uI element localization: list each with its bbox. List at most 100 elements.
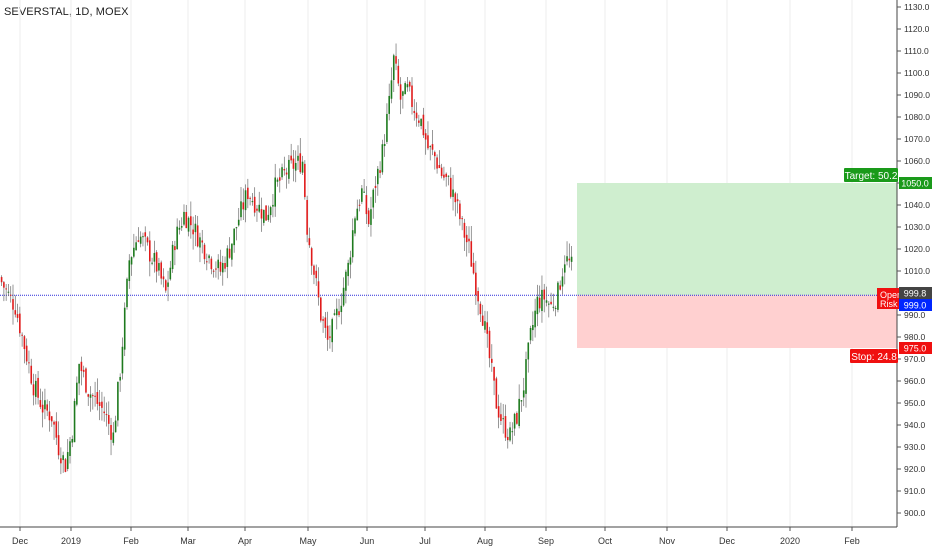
candle[interactable] [78,363,80,396]
candle[interactable] [479,301,482,323]
candle[interactable] [176,218,178,250]
candle[interactable] [429,145,432,161]
candle[interactable] [388,83,390,121]
candle[interactable] [461,216,463,231]
candle[interactable] [324,312,327,339]
candle[interactable] [103,396,105,422]
candle[interactable] [294,150,297,183]
candle[interactable] [258,191,261,214]
candle[interactable] [379,161,381,179]
candle[interactable] [57,421,60,460]
candle[interactable] [50,416,53,427]
candle[interactable] [561,268,564,295]
candle[interactable] [69,436,71,464]
candle[interactable] [167,270,169,302]
candle[interactable] [500,402,502,425]
candle[interactable] [194,214,197,247]
candle[interactable] [436,154,438,174]
candle[interactable] [532,311,534,342]
candle[interactable] [237,207,240,227]
candle[interactable] [7,284,10,297]
candle[interactable] [486,311,489,348]
candle[interactable] [171,241,174,273]
candle[interactable] [538,285,541,313]
candle[interactable] [509,421,511,442]
candle[interactable] [290,143,292,164]
candle[interactable] [117,381,119,427]
candle[interactable] [107,401,110,435]
candle[interactable] [420,118,422,130]
candle[interactable] [541,275,543,323]
candle[interactable] [495,376,498,409]
candle[interactable] [493,366,495,396]
candle[interactable] [413,99,416,121]
candle[interactable] [39,388,42,410]
candle[interactable] [427,121,429,151]
candle[interactable] [121,337,124,380]
candle[interactable] [215,261,217,278]
target-zone[interactable] [577,183,897,296]
candle[interactable] [203,242,206,265]
candle[interactable] [89,386,92,412]
candle[interactable] [465,226,468,257]
candle[interactable] [559,280,561,291]
candle[interactable] [527,342,530,373]
candle[interactable] [452,174,454,211]
candle[interactable] [399,77,402,115]
stop-zone[interactable] [577,295,897,348]
candle[interactable] [187,216,190,237]
candle[interactable] [418,114,420,127]
candle[interactable] [5,284,7,301]
candle[interactable] [504,404,507,442]
candle[interactable] [422,107,425,138]
candle[interactable] [231,243,233,267]
candle[interactable] [267,205,270,222]
candle[interactable] [406,76,409,92]
candle[interactable] [349,250,352,279]
candle[interactable] [554,305,557,317]
candle[interactable] [112,422,115,446]
candle[interactable] [481,304,484,327]
candle[interactable] [169,260,172,281]
candle[interactable] [233,228,235,253]
candle[interactable] [85,367,87,394]
candle[interactable] [149,231,151,277]
candle[interactable] [162,268,165,288]
stop-label[interactable]: Stop: 24.8 [850,349,898,363]
candle[interactable] [402,90,404,109]
candle[interactable] [146,236,149,246]
candle[interactable] [55,412,58,445]
candle[interactable] [408,80,411,92]
candle[interactable] [126,277,128,310]
candle[interactable] [235,226,238,241]
candle[interactable] [247,178,249,209]
candle[interactable] [30,358,33,385]
candle[interactable] [310,246,313,275]
candle[interactable] [25,338,28,366]
price-axis-bg[interactable] [897,0,932,527]
candle[interactable] [563,255,566,285]
candle[interactable] [92,393,94,410]
candle[interactable] [347,259,349,286]
candle[interactable] [335,298,338,330]
candle[interactable] [221,255,224,286]
candle[interactable] [288,155,290,184]
candle[interactable] [475,260,477,305]
candle[interactable] [9,286,12,303]
candle[interactable] [516,411,518,425]
candle[interactable] [372,188,375,219]
candle[interactable] [196,215,199,248]
candle[interactable] [386,103,388,144]
candle[interactable] [130,256,133,276]
candle[interactable] [228,237,231,259]
candle[interactable] [506,428,509,449]
candle[interactable] [208,254,210,264]
candle[interactable] [119,373,121,392]
candle[interactable] [3,280,5,302]
candle[interactable] [557,280,559,313]
candle[interactable] [320,296,322,323]
candle[interactable] [345,269,347,304]
candle[interactable] [199,232,201,263]
candle[interactable] [276,177,279,187]
candle[interactable] [545,286,548,307]
